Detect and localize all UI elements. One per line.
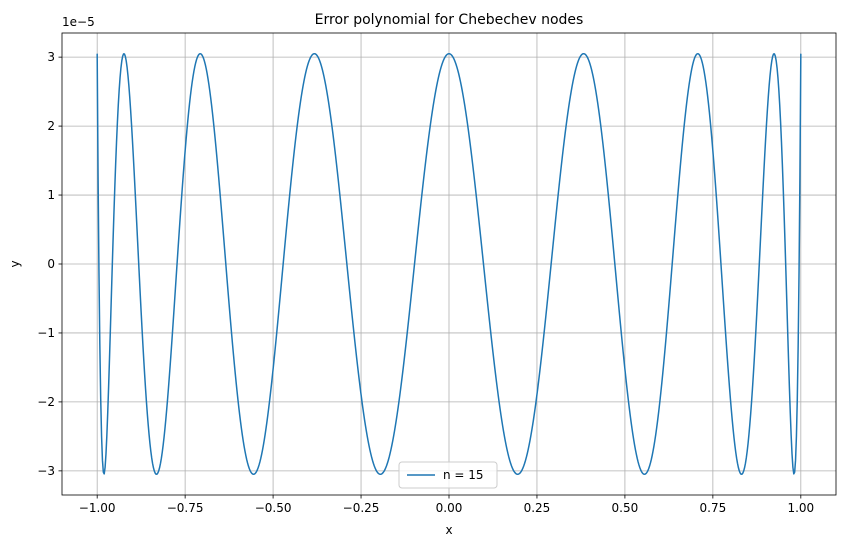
y-axis-ticks: −3 −2 −1 0 1 2 3: [37, 50, 62, 478]
legend: n = 15: [398, 461, 498, 489]
x-tick-label: 0.50: [612, 501, 639, 515]
y-axis-label: y: [8, 260, 22, 267]
series-line: [96, 52, 802, 476]
series-layer: [96, 52, 802, 476]
y-tick-label: −3: [37, 464, 55, 478]
y-axis-offset-text: 1e−5: [62, 15, 95, 29]
chart-title: Error polynomial for Chebechev nodes: [315, 12, 584, 28]
x-tick-label: −0.75: [167, 501, 204, 515]
x-tick-label: 0.00: [436, 501, 463, 515]
x-tick-label: 1.00: [787, 501, 814, 515]
legend-label: n = 15: [443, 468, 484, 482]
x-tick-label: −1.00: [79, 501, 116, 515]
x-tick-label: 0.75: [700, 501, 727, 515]
x-tick-label: 0.25: [524, 501, 551, 515]
y-tick-label: −1: [37, 326, 55, 340]
y-tick-label: 2: [47, 119, 55, 133]
y-tick-label: −2: [37, 395, 55, 409]
y-tick-label: 1: [47, 188, 55, 202]
y-tick-label: 0: [47, 257, 55, 271]
legend-box: [398, 461, 498, 489]
y-tick-label: 3: [47, 50, 55, 64]
x-axis-ticks: −1.00 −0.75 −0.50 −0.25 0.00 0.25 0.50 0.75 1.00: [79, 495, 814, 515]
x-tick-label: −0.25: [343, 501, 380, 515]
x-tick-label: −0.50: [255, 501, 292, 515]
x-axis-label: x: [445, 523, 452, 537]
